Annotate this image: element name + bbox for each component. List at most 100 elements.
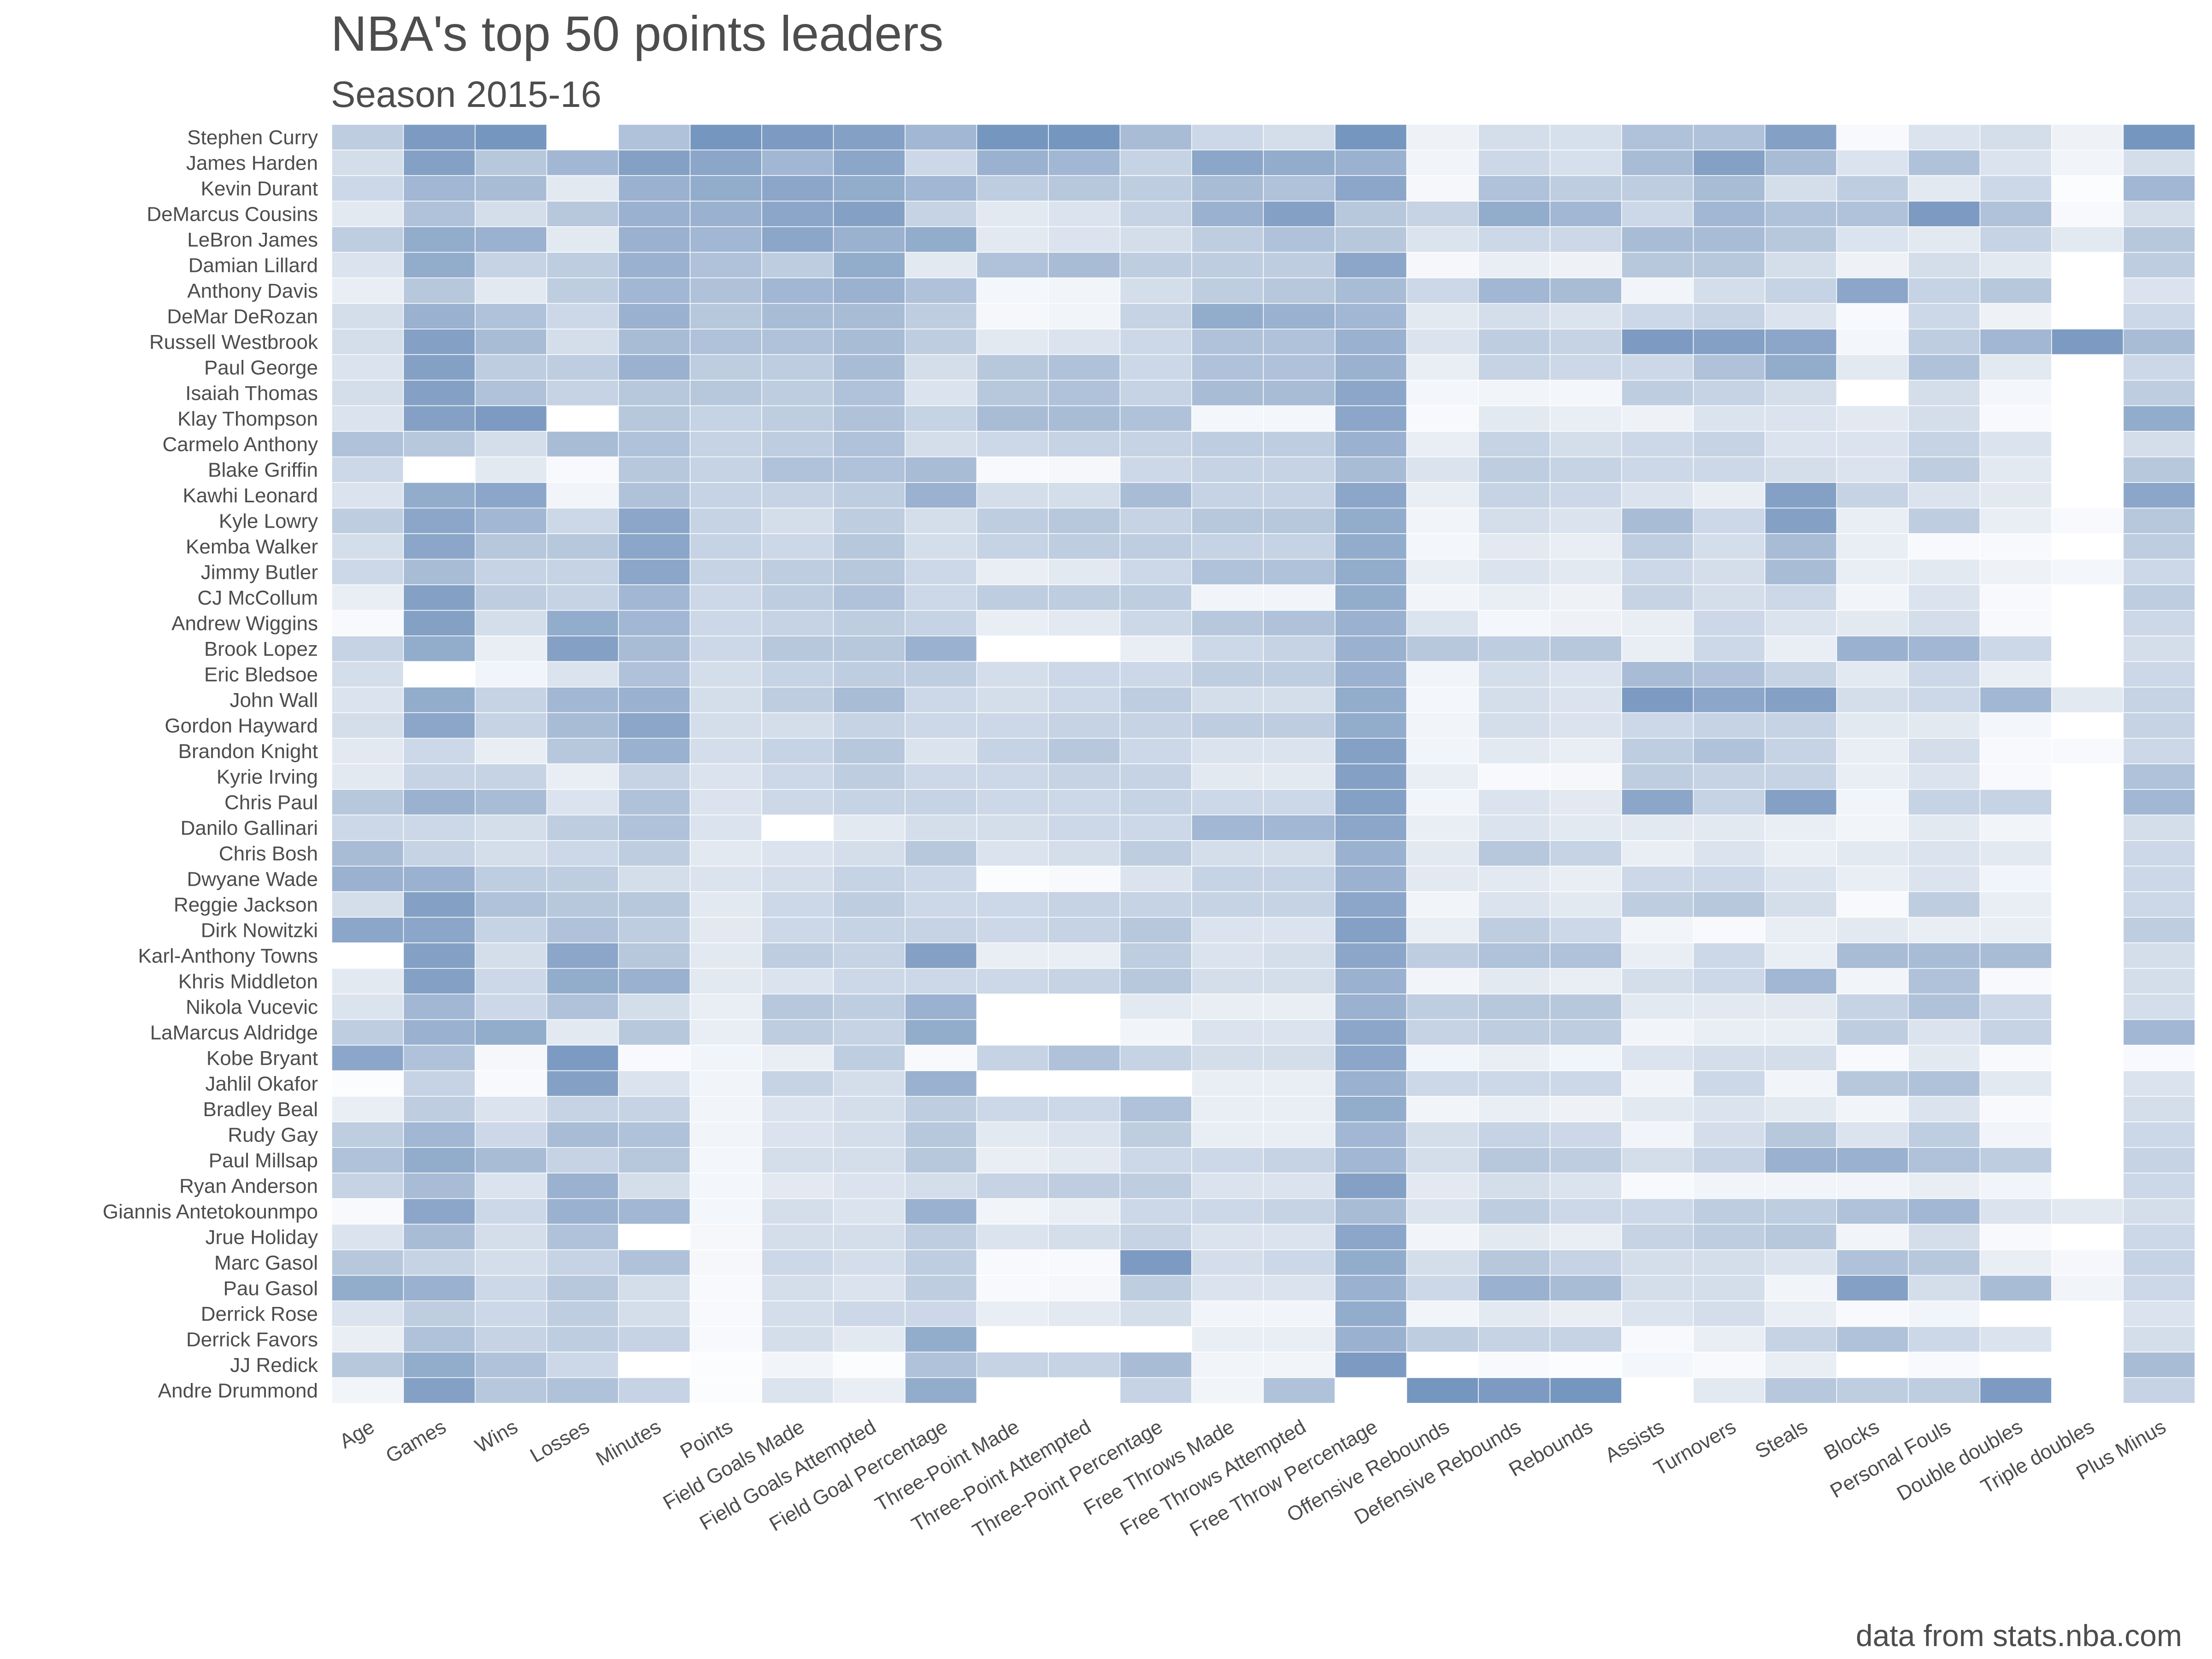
heatmap-cell <box>2051 942 2124 969</box>
heatmap-cell <box>331 1121 404 1148</box>
heatmap-cell <box>905 1147 977 1174</box>
heatmap-cell <box>1549 405 1622 432</box>
heatmap-cell <box>905 482 977 509</box>
row-label: LaMarcus Aldridge <box>150 1021 318 1044</box>
heatmap-cell <box>905 200 977 227</box>
heatmap-cell <box>403 1172 476 1199</box>
heatmap-cell <box>1048 584 1121 611</box>
heatmap-cell <box>1765 814 1837 841</box>
heatmap-cell <box>2051 405 2124 432</box>
heatmap-cell <box>1119 635 1192 662</box>
heatmap-cell <box>1335 968 1407 994</box>
heatmap-cell <box>2123 814 2195 841</box>
heatmap-cell <box>1765 917 1837 943</box>
heatmap-cell <box>403 1147 476 1174</box>
heatmap-cell <box>1836 789 1909 816</box>
heatmap-cell <box>689 917 762 943</box>
heatmap-cell <box>1621 610 1694 636</box>
heatmap-cell <box>1908 840 1981 867</box>
heatmap-cell <box>2051 1121 2124 1148</box>
heatmap-cell <box>833 1300 906 1327</box>
heatmap-cell <box>1335 303 1407 329</box>
heatmap-cell <box>1263 175 1335 202</box>
heatmap-cell <box>475 405 547 432</box>
heatmap-cell <box>976 840 1049 867</box>
heatmap-cell <box>1478 1045 1551 1071</box>
heatmap-cell <box>905 124 977 151</box>
heatmap-cell <box>475 1352 547 1378</box>
heatmap-cell <box>1836 1198 1909 1225</box>
heatmap-cell <box>976 789 1049 816</box>
heatmap-cell <box>1478 303 1551 329</box>
heatmap-cell <box>905 1352 977 1378</box>
heatmap-cell <box>475 431 547 458</box>
heatmap-cell <box>1406 610 1479 636</box>
heatmap-cell <box>546 149 619 176</box>
heatmap-cell <box>1765 303 1837 329</box>
heatmap-cell <box>1478 1198 1551 1225</box>
heatmap-cell <box>331 1147 404 1174</box>
heatmap-cell <box>1406 1121 1479 1148</box>
heatmap-cell <box>1836 968 1909 994</box>
heatmap-cell <box>689 1172 762 1199</box>
heatmap-cell <box>618 175 691 202</box>
heatmap-cell <box>1979 1045 2052 1071</box>
heatmap-cell <box>1693 507 1765 534</box>
heatmap-cell <box>833 865 906 892</box>
heatmap-cell <box>1765 1326 1837 1353</box>
heatmap-cell <box>2051 687 2124 713</box>
heatmap-cell <box>833 1019 906 1046</box>
heatmap-cell <box>976 200 1049 227</box>
heatmap-cell <box>833 559 906 585</box>
heatmap-cell <box>1263 1198 1335 1225</box>
heatmap-cell <box>689 1352 762 1378</box>
heatmap-cell <box>546 865 619 892</box>
heatmap-cell <box>1908 738 1981 765</box>
heatmap-cell <box>1979 124 2052 151</box>
heatmap-cell <box>403 635 476 662</box>
heatmap-cell <box>1263 1377 1335 1404</box>
heatmap-cell <box>1119 687 1192 713</box>
heatmap-cell <box>1621 584 1694 611</box>
heatmap-cell <box>1406 840 1479 867</box>
heatmap-cell <box>1979 712 2052 739</box>
heatmap-cell <box>833 968 906 994</box>
heatmap-cell <box>331 226 404 253</box>
heatmap-cell <box>1191 1275 1264 1301</box>
heatmap-cell <box>1908 1198 1981 1225</box>
heatmap-cell <box>2051 200 2124 227</box>
heatmap-cell <box>689 635 762 662</box>
heatmap-cell <box>976 456 1049 483</box>
heatmap-cell <box>1048 712 1121 739</box>
heatmap-cell <box>1478 687 1551 713</box>
heatmap-cell <box>1621 559 1694 585</box>
heatmap-cell <box>976 1377 1049 1404</box>
heatmap-cell <box>1263 1070 1335 1097</box>
heatmap-cell <box>1335 789 1407 816</box>
heatmap-cell <box>761 661 834 688</box>
heatmap-cell <box>1765 738 1837 765</box>
heatmap-cell <box>1836 1121 1909 1148</box>
heatmap-cell <box>1979 1275 2052 1301</box>
heatmap-cell <box>1406 329 1479 355</box>
heatmap-cell <box>1549 712 1622 739</box>
heatmap-cell <box>1263 1147 1335 1174</box>
heatmap-cell <box>905 405 977 432</box>
heatmap-cell <box>2051 456 2124 483</box>
heatmap-cell <box>1765 149 1837 176</box>
heatmap-cell <box>475 738 547 765</box>
heatmap-cell <box>403 994 476 1020</box>
heatmap-cell <box>976 1275 1049 1301</box>
heatmap-cell <box>1048 1352 1121 1378</box>
heatmap-cell <box>1621 865 1694 892</box>
heatmap-cell <box>833 380 906 406</box>
heatmap-cell <box>976 1172 1049 1199</box>
heatmap-cell <box>1406 814 1479 841</box>
heatmap-cell <box>1836 865 1909 892</box>
heatmap-cell <box>689 277 762 304</box>
heatmap-cell <box>1693 865 1765 892</box>
heatmap-cell <box>1836 559 1909 585</box>
heatmap-cell <box>1478 840 1551 867</box>
heatmap-cell <box>2051 1147 2124 1174</box>
heatmap-cell <box>1621 1147 1694 1174</box>
